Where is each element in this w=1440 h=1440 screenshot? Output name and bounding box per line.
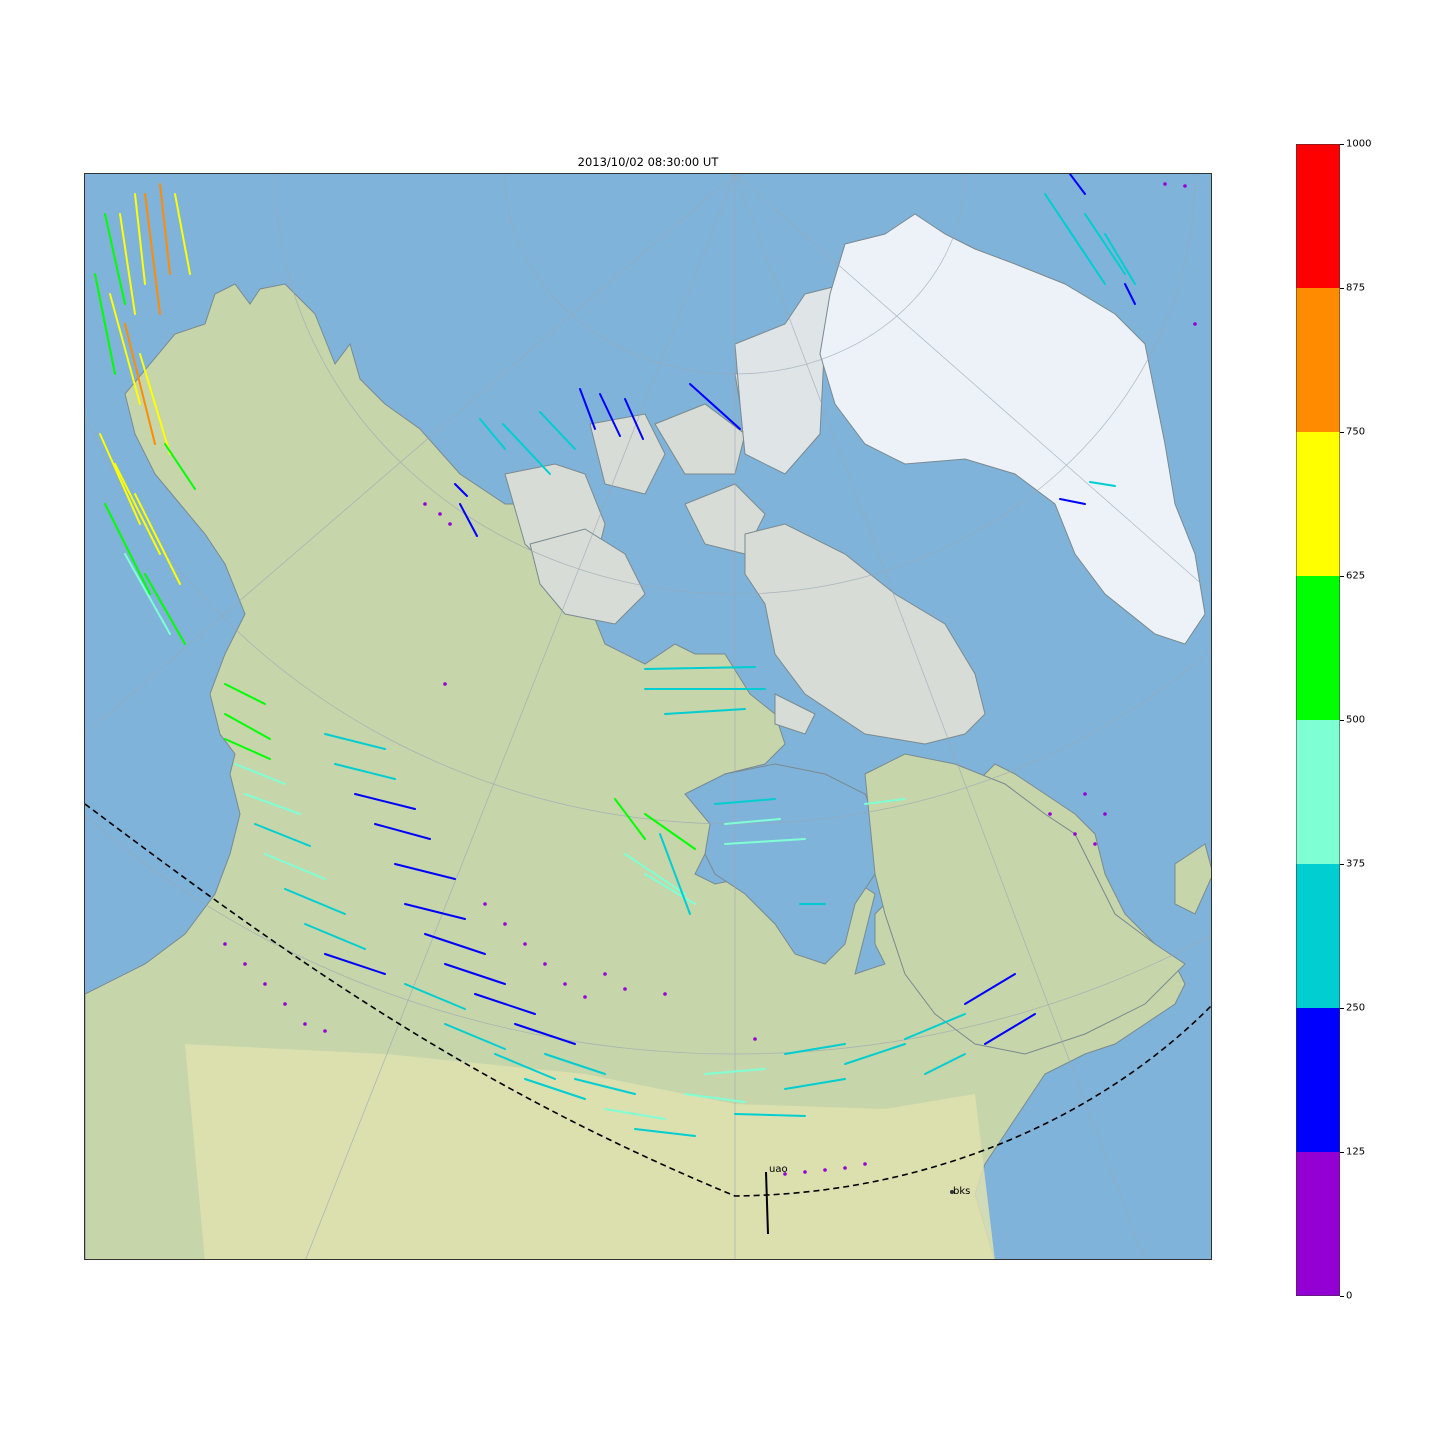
- colorbar-tick-label: 625: [1346, 570, 1366, 582]
- velocity-vectors: [94, 174, 1136, 1137]
- united-states-land: [185, 1044, 995, 1259]
- colorbar-segment: [1296, 432, 1340, 576]
- fov-boundary-curve: [85, 803, 1211, 1197]
- colorbar-tick-mark: [1340, 288, 1344, 289]
- low-velocity-points: [223, 182, 1197, 1176]
- colorbar-segment: [1296, 864, 1340, 1008]
- station-label-bks: bks: [953, 1186, 970, 1197]
- north-america-land: [85, 283, 1186, 1259]
- colorbar-segment: [1296, 1152, 1340, 1296]
- colorbar-tick-label: 125: [1346, 1146, 1366, 1158]
- colorbar-tick-label: 0: [1346, 1290, 1353, 1302]
- colorbar-tick-mark: [1340, 864, 1344, 865]
- colorbar-segment: [1296, 720, 1340, 864]
- colorbar-tick-mark: [1340, 720, 1344, 721]
- southampton-island: [774, 693, 816, 735]
- colorbar-tick-mark: [1340, 1296, 1344, 1297]
- ellesmere-island: [734, 283, 846, 475]
- colorbar-tick-mark: [1340, 1152, 1344, 1153]
- colorbar: [1295, 143, 1341, 1297]
- arctic-island: [529, 528, 646, 625]
- arctic-island: [654, 403, 746, 475]
- colorbar-segment: [1296, 1008, 1340, 1152]
- polar-map[interactable]: uao bks: [84, 173, 1212, 1260]
- bks-marker: [950, 1190, 954, 1194]
- colorbar-tick-label: 500: [1346, 714, 1366, 726]
- colorbar-tick-mark: [1340, 432, 1344, 433]
- uao-beam: [765, 1171, 769, 1235]
- colorbar-tick-mark: [1340, 1008, 1344, 1009]
- arctic-island: [589, 413, 666, 495]
- station-label-uao: uao: [769, 1164, 788, 1175]
- map-title: 2013/10/02 08:30:00 UT: [577, 155, 719, 169]
- colorbar-tick-label: 375: [1346, 858, 1366, 870]
- colorbar-tick-mark: [1340, 576, 1344, 577]
- colorbar-segment: [1296, 576, 1340, 720]
- colorbar-segment: [1296, 288, 1340, 432]
- newfoundland: [1174, 843, 1211, 915]
- baffin-island: [744, 523, 986, 745]
- labrador-land: [864, 753, 1186, 1055]
- colorbar-tick-label: 1000: [1346, 138, 1372, 150]
- colorbar-tick-label: 750: [1346, 426, 1366, 438]
- colorbar-tick-label: 875: [1346, 282, 1366, 294]
- colorbar-segment: [1296, 144, 1340, 288]
- colorbar-tick-label: 250: [1346, 1002, 1366, 1014]
- greenland: [819, 213, 1206, 645]
- colorbar-tick-mark: [1340, 144, 1344, 145]
